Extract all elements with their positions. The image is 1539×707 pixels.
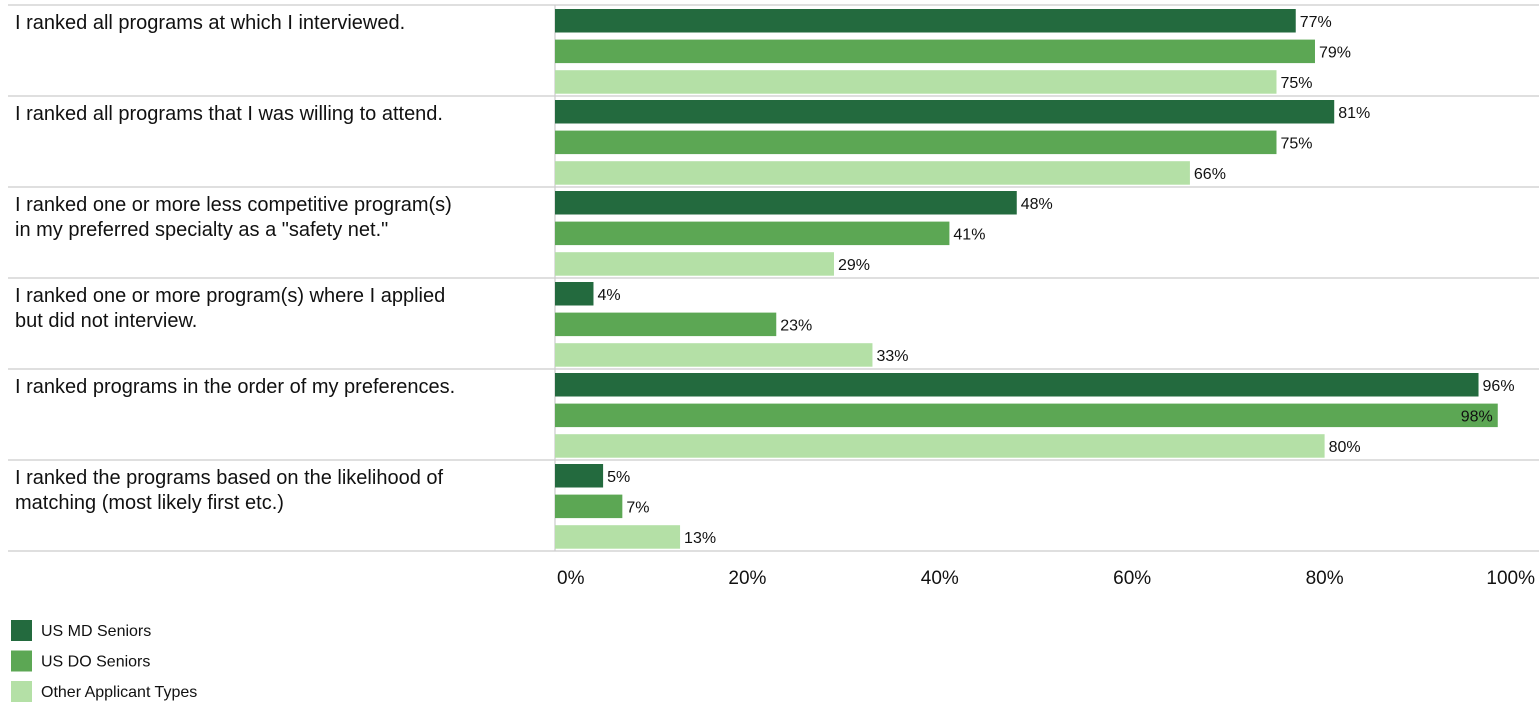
bar-value-label: 80% (1329, 439, 1361, 456)
bar (555, 434, 1325, 458)
x-tick-label: 60% (1113, 568, 1151, 589)
bar-value-label: 5% (607, 469, 630, 486)
x-tick-label: 100% (1486, 568, 1535, 589)
bar-value-label: 66% (1194, 166, 1226, 183)
bar-value-label: 96% (1483, 378, 1515, 395)
bar (555, 312, 777, 337)
bar-value-label: 7% (626, 499, 649, 516)
legend-label: Other Applicant Types (41, 684, 197, 701)
x-tick-label: 80% (1306, 568, 1344, 589)
category-label: I ranked all programs at which I intervi… (15, 12, 405, 34)
bar (555, 494, 623, 519)
bar-value-label: 79% (1319, 44, 1351, 61)
row-separators (8, 4, 1539, 552)
bar-value-label: 75% (1281, 75, 1313, 92)
bar (555, 525, 681, 549)
bar-value-label: 29% (838, 257, 870, 274)
x-tick-label: 20% (728, 568, 766, 589)
bar (555, 9, 1296, 33)
category-labels: I ranked all programs at which I intervi… (15, 12, 455, 514)
value-labels: 77% 81% 48% 4% 96% 5% 79% 75% 41% 23% 98% 7% 75% 66% 2… (597, 14, 1514, 547)
bar (555, 252, 834, 276)
bar (555, 130, 1277, 155)
bar (555, 191, 1017, 215)
legend-label: US DO Seniors (41, 654, 150, 671)
category-label: I ranked programs in the order of my pre… (15, 376, 455, 398)
bar-value-label: 13% (684, 530, 716, 547)
legend-swatch (11, 650, 32, 672)
bar (555, 343, 873, 367)
category-label-line: matching (most likely first etc.) (15, 492, 284, 514)
category-label-line: I ranked one or more less competitive pr… (15, 194, 452, 216)
bar-value-label: 98% (1461, 408, 1493, 425)
category-label-line: I ranked all programs at which I intervi… (15, 12, 405, 34)
category-label: I ranked one or more program(s) where I … (15, 285, 445, 332)
legend-label: US MD Seniors (41, 623, 151, 640)
bar (555, 464, 604, 488)
legend-swatch (11, 681, 32, 702)
x-axis-ticks: 0% 20% 40% 60% 80% 100% (557, 568, 1535, 589)
bar-value-label: 41% (953, 226, 985, 243)
bar-value-label: 4% (597, 287, 620, 304)
category-label: I ranked one or more less competitive pr… (15, 194, 452, 241)
bar-value-label: 48% (1021, 196, 1053, 213)
legend-swatch (11, 620, 32, 641)
bar (555, 282, 594, 306)
bar-value-label: 77% (1300, 14, 1332, 31)
category-label-line: I ranked all programs that I was willing… (15, 103, 443, 125)
bar (555, 161, 1190, 185)
bar (555, 373, 1479, 397)
bar (555, 403, 1498, 428)
legend: US MD Seniors US DO Seniors Other Applican… (11, 620, 197, 702)
category-label-line: I ranked the programs based on the likel… (15, 467, 443, 489)
bar (555, 70, 1277, 94)
x-tick-label: 0% (557, 568, 585, 589)
bar (555, 221, 950, 246)
bar-value-label: 23% (780, 317, 812, 334)
bar-value-label: 75% (1281, 135, 1313, 152)
bars (555, 9, 1498, 549)
bar-value-label: 33% (876, 348, 908, 365)
x-tick-label: 40% (921, 568, 959, 589)
bar (555, 39, 1315, 64)
category-label-line: but did not interview. (15, 310, 197, 332)
category-label-line: I ranked programs in the order of my pre… (15, 376, 455, 398)
category-label: I ranked the programs based on the likel… (15, 467, 443, 514)
bar-value-label: 81% (1338, 105, 1370, 122)
category-label-line: I ranked one or more program(s) where I … (15, 285, 445, 307)
category-label: I ranked all programs that I was willing… (15, 103, 443, 125)
category-label-line: in my preferred specialty as a "safety n… (15, 219, 388, 241)
bar (555, 100, 1335, 124)
